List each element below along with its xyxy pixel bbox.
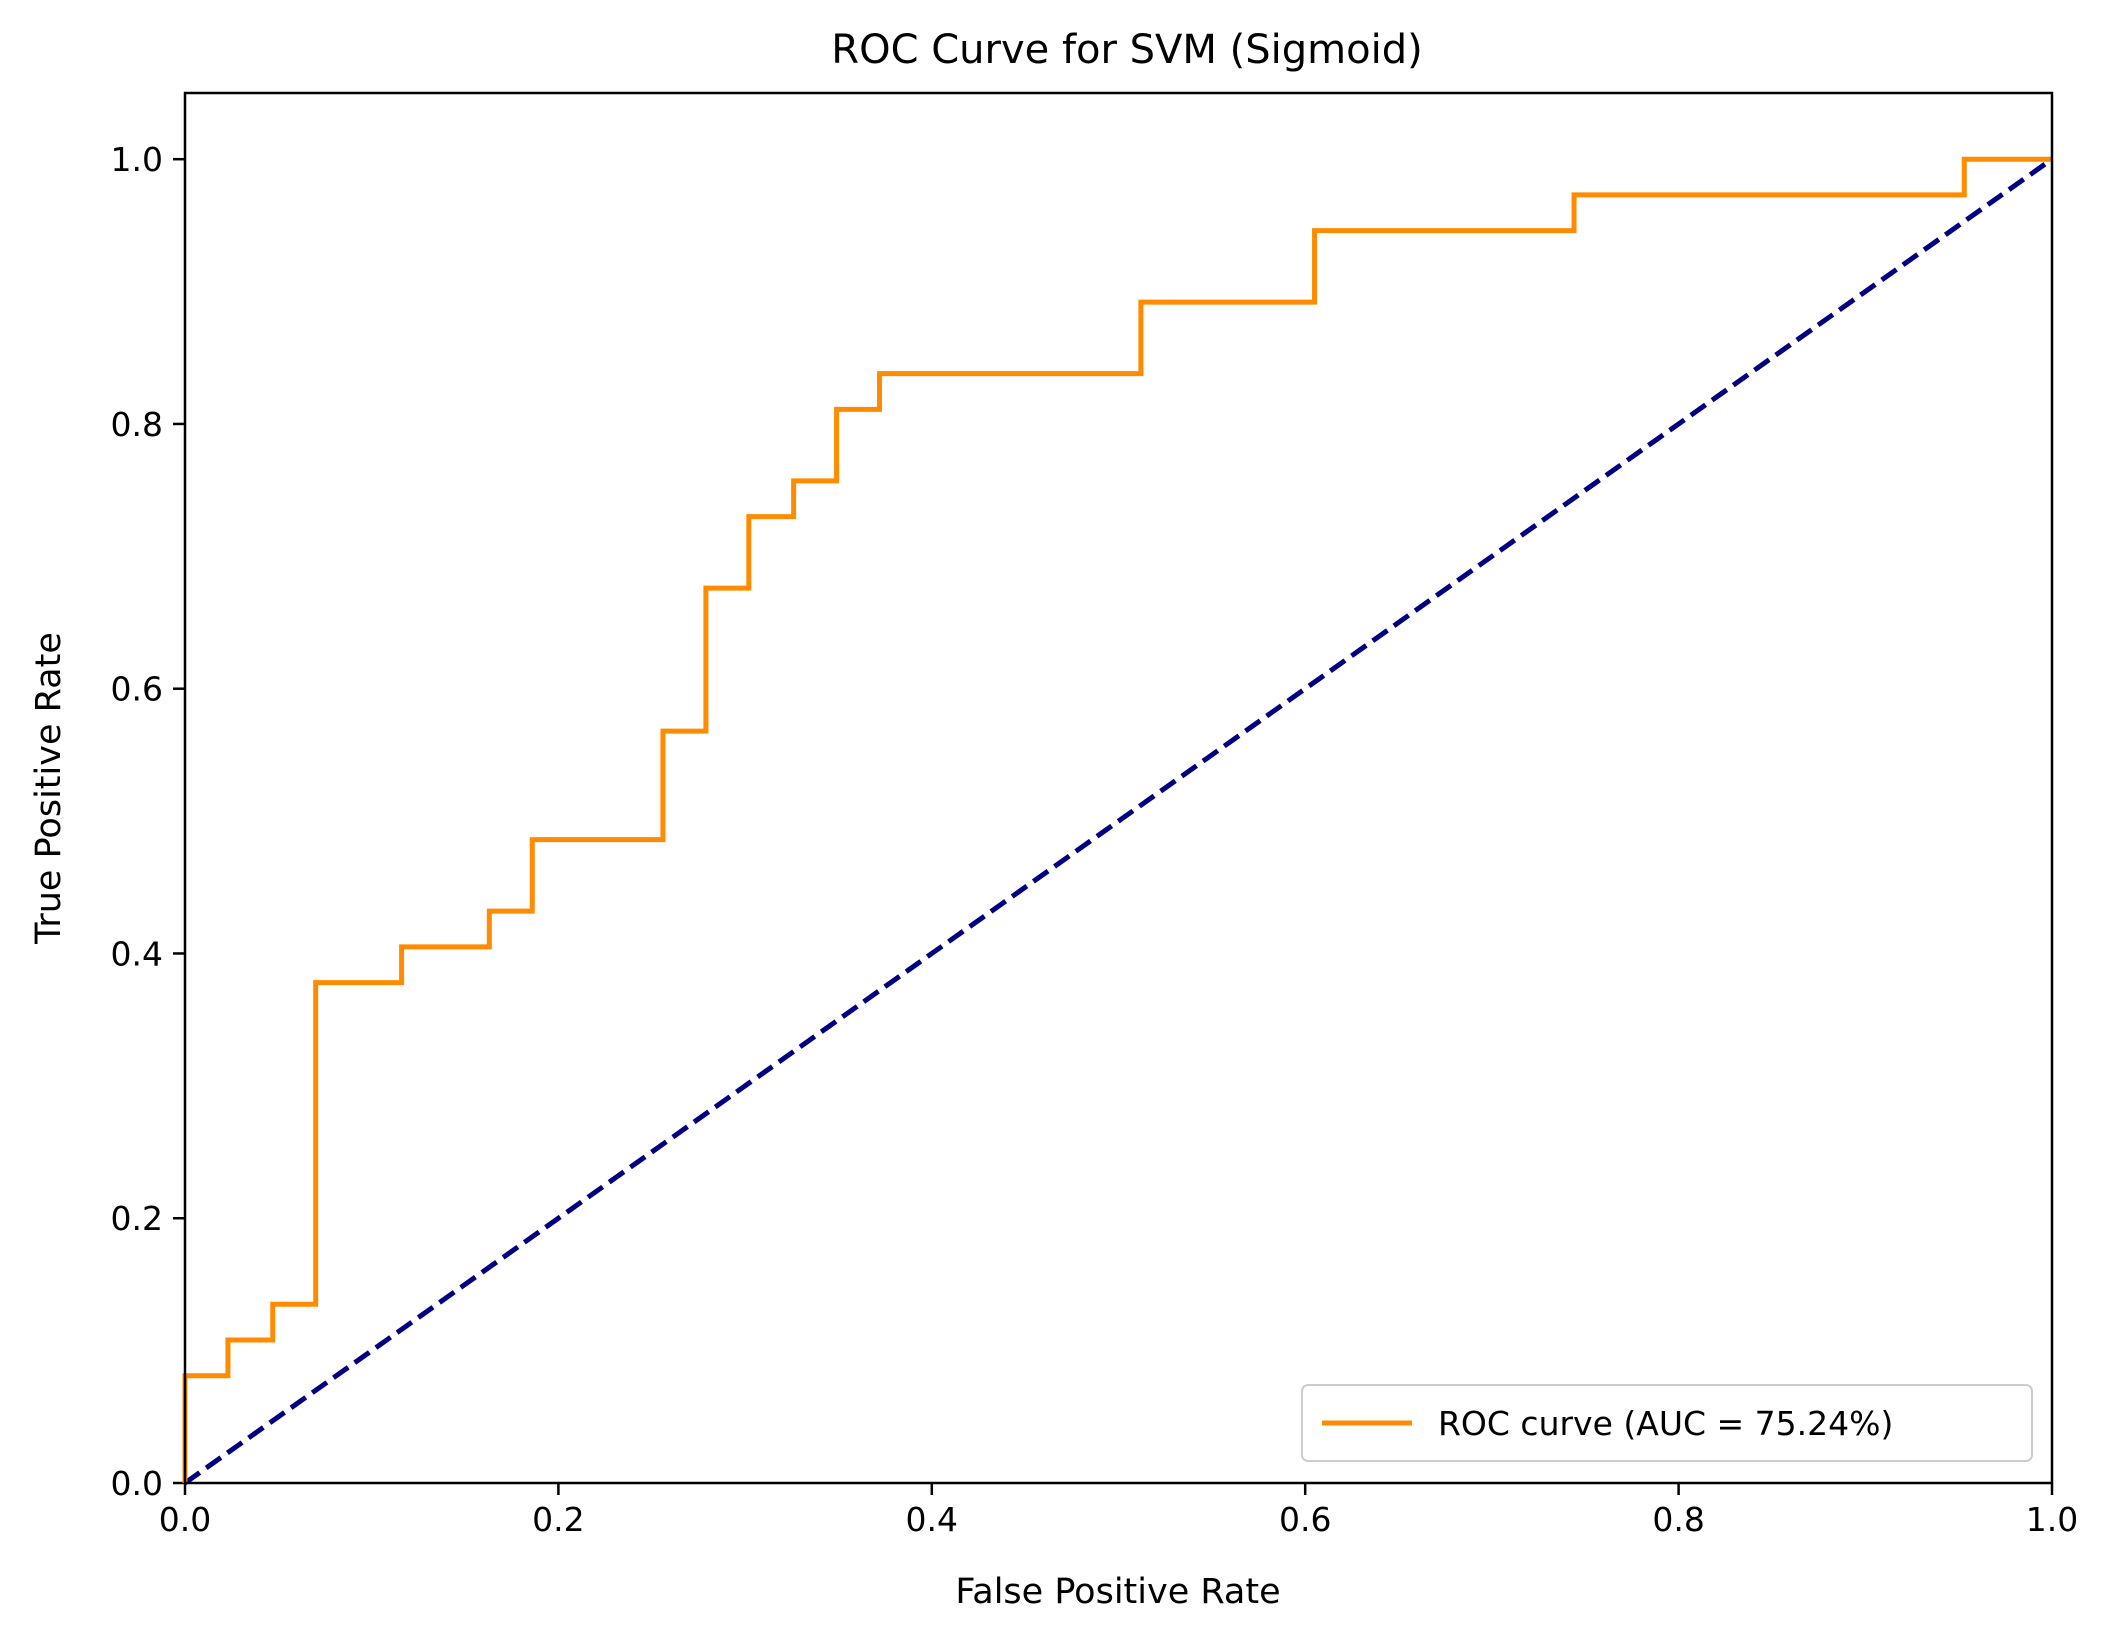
y-tick-label: 0.6 [111,670,163,709]
y-tick-label: 0.2 [111,1199,163,1238]
x-tick-label: 1.0 [2026,1500,2078,1539]
x-tick-label: 0.0 [159,1500,211,1539]
y-axis-label: True Positive Rate [29,632,69,945]
x-tick-label: 0.4 [906,1500,958,1539]
x-tick-label: 0.2 [532,1500,584,1539]
x-tick-label: 0.6 [1279,1500,1331,1539]
y-tick-label: 1.0 [111,140,163,179]
y-tick-label: 0.4 [111,934,163,973]
y-tick-label: 0.0 [111,1464,163,1503]
legend-label: ROC curve (AUC = 75.24%) [1438,1404,1893,1443]
legend: ROC curve (AUC = 75.24%) [1301,1384,2033,1462]
y-tick-label: 0.8 [111,405,163,444]
x-tick-label: 0.8 [1652,1500,1704,1539]
chance-diagonal-line [183,157,2054,1486]
legend-box [1301,1384,2033,1462]
series-layer [182,156,2054,1486]
axes-frame [183,91,2054,1485]
y-axis: 0.0 0.2 0.4 0.6 0.8 1.0 [111,140,185,1503]
x-axis-label: False Positive Rate [955,1572,1280,1612]
roc-curve-line [182,156,2052,1483]
chart-title: ROC Curve for SVM (Sigmoid) [831,27,1422,73]
x-axis: 0.0 0.2 0.4 0.6 0.8 1.0 [159,1483,2078,1539]
